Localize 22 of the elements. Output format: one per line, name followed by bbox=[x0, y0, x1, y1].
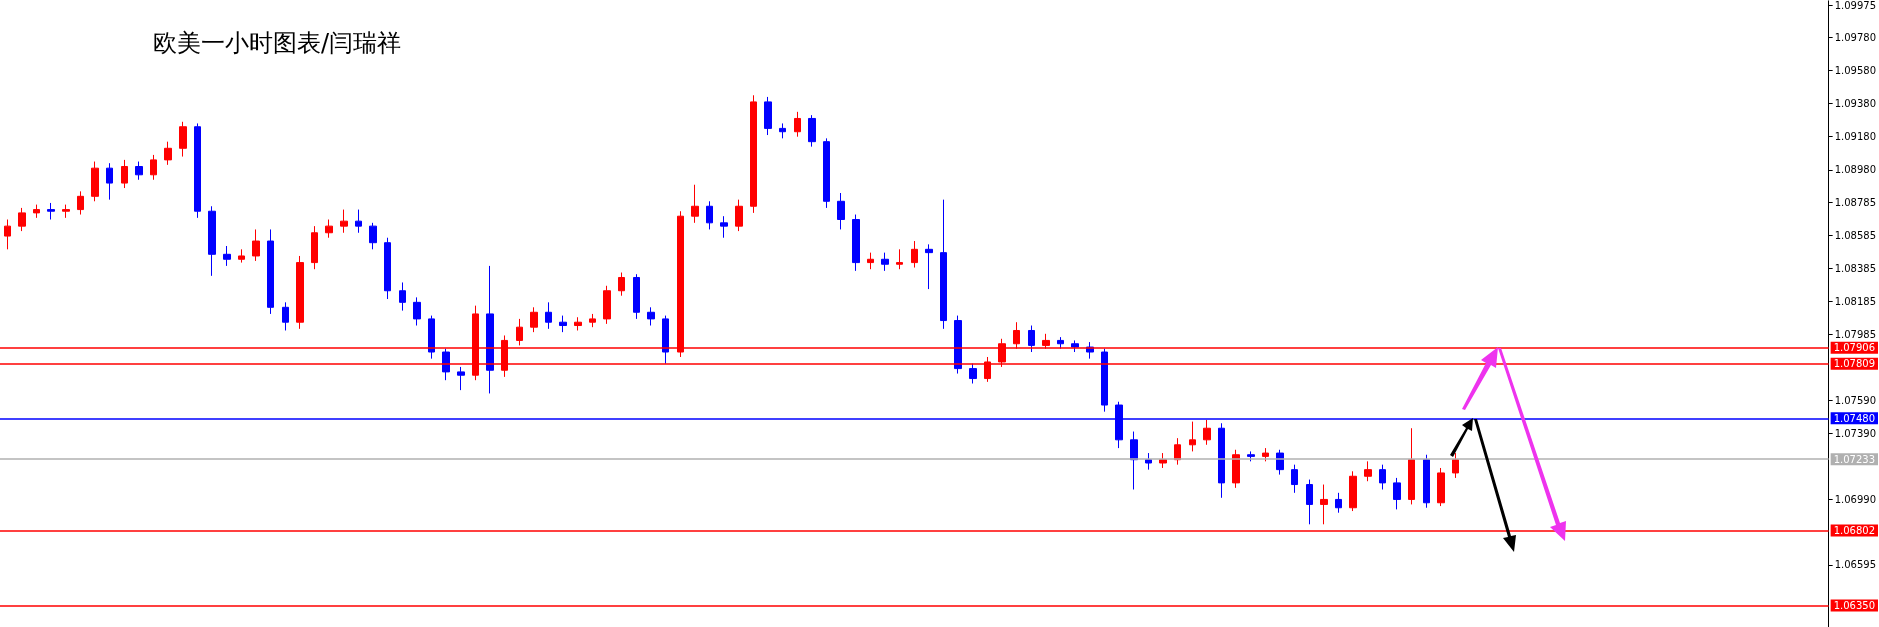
ref-line-label: 1.07233 bbox=[1833, 453, 1876, 465]
y-tick-label: 1.08185 bbox=[1834, 296, 1877, 308]
y-tick-label: 1.09975 bbox=[1834, 0, 1877, 11]
y-tick-label: 1.09580 bbox=[1834, 64, 1877, 76]
y-tick-label: 1.09380 bbox=[1834, 98, 1877, 110]
y-tick-label: 1.08980 bbox=[1834, 164, 1877, 176]
ref-line-label: 1.07906 bbox=[1833, 342, 1876, 354]
y-tick-label: 1.09180 bbox=[1834, 131, 1877, 143]
ref-line-label: 1.06802 bbox=[1833, 525, 1876, 537]
ref-line-label: 1.06350 bbox=[1833, 599, 1876, 611]
y-tick-label: 1.08385 bbox=[1834, 262, 1877, 274]
ref-line-label: 1.07480 bbox=[1833, 412, 1876, 424]
ref-line-label: 1.07809 bbox=[1833, 358, 1876, 370]
text: 欧美一小时图表/闫瑞祥 bbox=[153, 29, 402, 57]
y-tick-label: 1.07590 bbox=[1834, 394, 1877, 406]
y-tick-label: 1.07390 bbox=[1834, 427, 1877, 439]
y-tick-label: 1.07985 bbox=[1834, 329, 1877, 341]
y-tick-label: 1.06595 bbox=[1834, 559, 1877, 571]
y-tick-label: 1.08785 bbox=[1834, 196, 1877, 208]
y-tick-label: 1.06990 bbox=[1834, 493, 1877, 505]
y-tick-label: 1.08585 bbox=[1834, 229, 1877, 241]
y-tick-label: 1.09780 bbox=[1834, 31, 1877, 43]
